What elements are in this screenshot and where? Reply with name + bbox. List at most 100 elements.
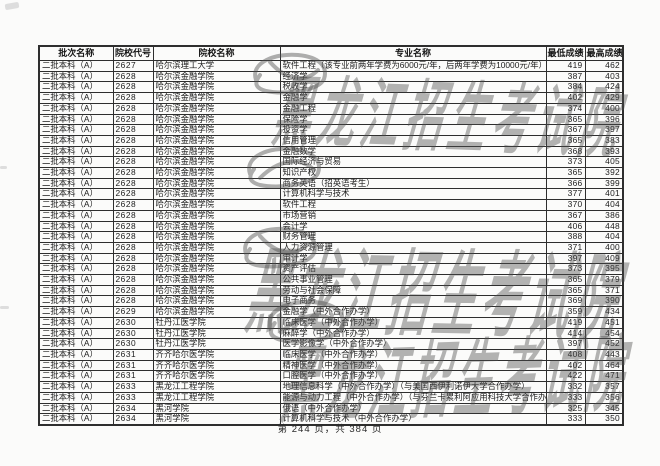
cell-school-code: 2628 bbox=[112, 274, 154, 286]
cell-min-score: 367 bbox=[545, 209, 586, 222]
table-row: 二批本科（A） 2628 哈尔滨金融学院 会计学 406 448 bbox=[38, 220, 624, 233]
table-row: 二批本科（A） 2628 哈尔滨金融学院 金融学 402 429 bbox=[38, 92, 624, 104]
cell-school-code: 2628 bbox=[112, 263, 154, 276]
cell-min-score: 365 bbox=[545, 274, 586, 286]
cell-max-score: 454 bbox=[584, 327, 624, 340]
cell-max-score: 392 bbox=[584, 167, 624, 179]
table-row: 二批本科（A） 2628 哈尔滨金融学院 资产评估 373 395 bbox=[38, 263, 624, 276]
cell-school-code: 2628 bbox=[112, 156, 154, 169]
cell-batch-name: 二批本科（A） bbox=[38, 263, 114, 276]
cell-max-score: 443 bbox=[584, 348, 624, 361]
cell-batch-name: 二批本科（A） bbox=[38, 209, 114, 222]
cell-min-score: 373 bbox=[545, 263, 586, 276]
cell-max-score: 464 bbox=[584, 359, 624, 372]
cell-school-code: 2628 bbox=[112, 102, 154, 115]
page-number-footer: 第 244 页，共 384 页 bbox=[277, 424, 383, 435]
cell-school-code: 2633 bbox=[112, 381, 154, 393]
cell-batch-name: 二批本科（A） bbox=[38, 381, 114, 393]
cell-school-code: 2631 bbox=[112, 359, 154, 372]
table-row: 二批本科（A） 2628 哈尔滨金融学院 人力资源管理 371 400 bbox=[38, 241, 624, 254]
cell-min-score: 419 bbox=[545, 316, 586, 329]
cell-school-name: 哈尔滨金融学院 bbox=[152, 156, 281, 169]
cell-school-name: 哈尔滨金融学院 bbox=[152, 209, 281, 222]
cell-min-score: 397 bbox=[545, 252, 586, 265]
cell-school-name: 哈尔滨金融学院 bbox=[152, 102, 281, 115]
cell-batch-name: 二批本科（A） bbox=[38, 177, 114, 190]
cell-batch-name: 二批本科（A） bbox=[38, 60, 114, 72]
cell-school-code: 2628 bbox=[112, 81, 154, 94]
cell-school-name: 齐齐哈尔医学院 bbox=[152, 370, 281, 383]
header-min-score: 最低成绩 bbox=[545, 45, 586, 61]
cell-batch-name: 二批本科（A） bbox=[38, 327, 114, 340]
cell-major-name: 投资学 bbox=[279, 124, 547, 136]
cell-batch-name: 二批本科（A） bbox=[38, 81, 114, 94]
cell-school-code: 2628 bbox=[112, 241, 154, 254]
cell-major-name: 俄语（中外合作办学） bbox=[279, 402, 547, 415]
cell-major-name: 精神医学（中外合作办学） bbox=[279, 359, 547, 372]
cell-school-code: 2630 bbox=[112, 327, 154, 340]
admission-score-table: 批次名称 院校代号 院校名称 专业名称 最低成绩 最高成绩 二批本科（A） 262… bbox=[38, 45, 624, 426]
table-row: 二批本科（A） 2633 黑龙江工程学院 地理信息科学（中外合作办学）（与美国西伊利诺… bbox=[38, 381, 624, 393]
cell-major-name: 麻醉学（中外合作办学） bbox=[279, 327, 547, 340]
table-row: 二批本科（A） 2631 齐齐哈尔医学院 临床医学（中外合作办学） 408 443 bbox=[38, 348, 624, 361]
table-row: 二批本科（A） 2629 哈尔滨金融学院 金融学（中外合作办学） 359 434 bbox=[38, 306, 624, 318]
cell-min-score: 325 bbox=[545, 402, 586, 415]
cell-school-code: 2627 bbox=[112, 60, 154, 72]
table-row: 二批本科（A） 2628 哈尔滨金融学院 经济学 387 403 bbox=[38, 70, 624, 83]
cell-max-score: 400 bbox=[584, 241, 624, 254]
cell-major-name: 地理信息科学（中外合作办学）（与美国西伊利诺伊大学合作办学） bbox=[279, 381, 547, 393]
cell-school-code: 2628 bbox=[112, 124, 154, 136]
cell-max-score: 409 bbox=[584, 252, 624, 265]
cell-major-name: 商务英语（招英语考生） bbox=[279, 177, 547, 190]
cell-max-score: 471 bbox=[584, 370, 624, 383]
cell-max-score: 397 bbox=[584, 124, 624, 136]
cell-min-score: 406 bbox=[545, 220, 586, 233]
cell-min-score: 359 bbox=[545, 306, 586, 318]
cell-major-name: 口腔医学（中外合作办学） bbox=[279, 370, 547, 383]
cell-batch-name: 二批本科（A） bbox=[38, 220, 114, 233]
cell-min-score: 387 bbox=[545, 70, 586, 83]
cell-school-code: 2628 bbox=[112, 177, 154, 190]
cell-school-code: 2630 bbox=[112, 316, 154, 329]
cell-max-score: 350 bbox=[584, 413, 624, 426]
cell-school-name: 哈尔滨金融学院 bbox=[152, 199, 281, 211]
cell-batch-name: 二批本科（A） bbox=[38, 306, 114, 318]
cell-school-code: 2628 bbox=[112, 70, 154, 83]
cell-max-score: 405 bbox=[584, 156, 624, 169]
cell-major-name: 计算机科学与技术 bbox=[279, 188, 547, 201]
cell-major-name: 金融工程 bbox=[279, 102, 547, 115]
scan-artifact bbox=[0, 306, 9, 309]
scan-artifact bbox=[0, 166, 7, 169]
table-row: 二批本科（A） 2628 哈尔滨金融学院 国际经济与贸易 373 405 bbox=[38, 156, 624, 169]
table-row: 二批本科（A） 2628 哈尔滨金融学院 税收学 384 424 bbox=[38, 81, 624, 94]
cell-batch-name: 二批本科（A） bbox=[38, 402, 114, 415]
cell-school-name: 黑河学院 bbox=[152, 402, 281, 415]
table-row: 二批本科（A） 2628 哈尔滨金融学院 财务管理 388 404 bbox=[38, 231, 624, 243]
cell-max-score: 395 bbox=[584, 263, 624, 276]
cell-batch-name: 二批本科（A） bbox=[38, 391, 114, 404]
cell-major-name: 能源与动力工程（中外合作办学）（与芬兰卡累利阿应用科技大学合作办学） bbox=[279, 391, 547, 404]
cell-school-name: 哈尔滨金融学院 bbox=[152, 284, 281, 297]
cell-max-score: 383 bbox=[584, 134, 624, 147]
cell-major-name: 审计学 bbox=[279, 252, 547, 265]
cell-major-name: 劳动与社会保障 bbox=[279, 284, 547, 297]
cell-max-score: 386 bbox=[584, 209, 624, 222]
cell-school-code: 2628 bbox=[112, 252, 154, 265]
cell-min-score: 388 bbox=[545, 231, 586, 243]
cell-school-code: 2630 bbox=[112, 338, 154, 350]
table-row: 二批本科（A） 2631 齐齐哈尔医学院 精神医学（中外合作办学） 402 464 bbox=[38, 359, 624, 372]
cell-max-score: 393 bbox=[584, 145, 624, 158]
cell-min-score: 366 bbox=[545, 177, 586, 190]
header-major-name: 专业名称 bbox=[279, 45, 547, 61]
cell-major-name: 软件工程（该专业前两年学费为6000元/年，后两年学费为10000元/年） bbox=[279, 60, 547, 72]
cell-school-code: 2633 bbox=[112, 391, 154, 404]
cell-major-name: 公共事业管理 bbox=[279, 274, 547, 286]
cell-major-name: 市场营销 bbox=[279, 209, 547, 222]
cell-batch-name: 二批本科（A） bbox=[38, 134, 114, 147]
cell-min-score: 368 bbox=[545, 145, 586, 158]
cell-batch-name: 二批本科（A） bbox=[38, 338, 114, 350]
cell-min-score: 367 bbox=[545, 124, 586, 136]
table-row: 二批本科（A） 2628 哈尔滨金融学院 金融数学 368 393 bbox=[38, 145, 624, 158]
cell-batch-name: 二批本科（A） bbox=[38, 113, 114, 126]
table-row: 二批本科（A） 2628 哈尔滨金融学院 公共事业管理 365 379 bbox=[38, 274, 624, 286]
